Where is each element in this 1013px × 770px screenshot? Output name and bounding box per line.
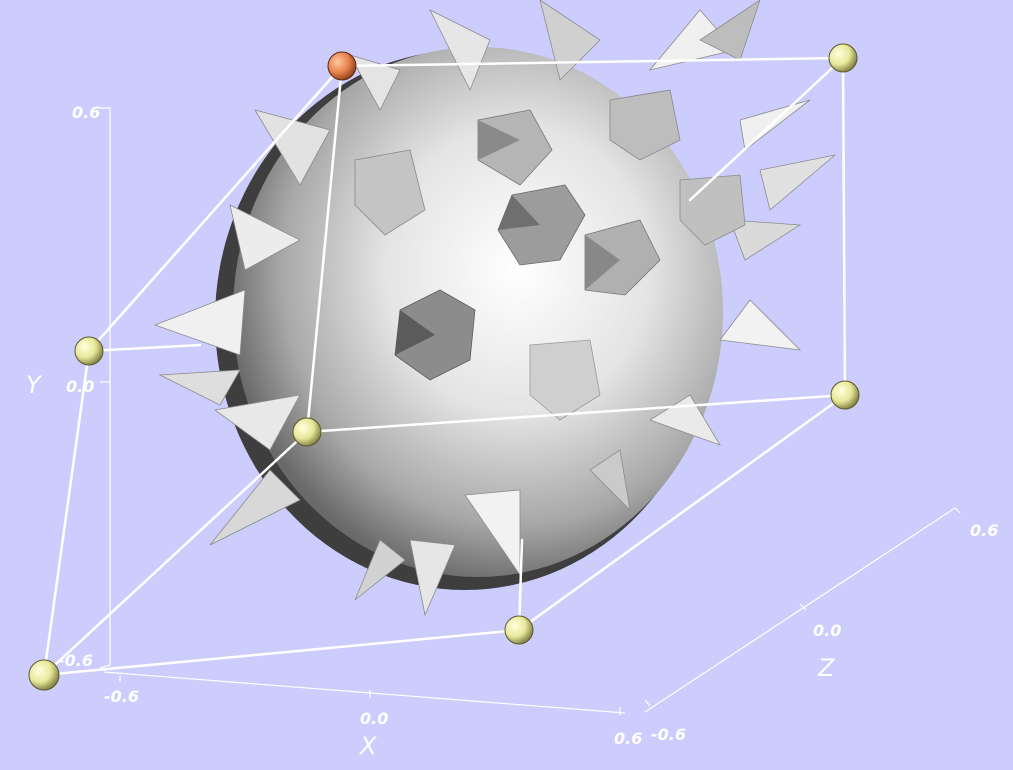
y-axis-mid-label: 0.0 <box>66 377 94 396</box>
spikes <box>153 0 836 617</box>
handle-2[interactable] <box>828 43 858 73</box>
handle-6[interactable] <box>504 615 534 645</box>
z-axis-max-label: 0.6 <box>970 521 998 540</box>
handle-1-active[interactable] <box>327 51 357 81</box>
bounding-box <box>42 56 847 677</box>
handle-4[interactable] <box>830 380 860 410</box>
x-axis-min-label: -0.6 <box>104 687 139 706</box>
x-axis-max-label: 0.6 <box>614 729 642 748</box>
handles <box>28 43 860 691</box>
z-axis-mid-label: 0.0 <box>813 621 841 640</box>
handle-3[interactable] <box>74 336 104 366</box>
handle-7[interactable] <box>28 659 60 691</box>
handle-5[interactable] <box>292 417 322 447</box>
spiky-sphere <box>153 0 836 617</box>
y-axis-max-label: 0.6 <box>72 103 100 122</box>
x-axis-mid-label: 0.0 <box>360 709 388 728</box>
z-axis-min-label: -0.6 <box>651 725 686 744</box>
y-axis-min-label: -0.6 <box>58 651 93 670</box>
axis-frame <box>99 107 961 715</box>
y-axis-title: Y <box>26 371 43 399</box>
z-axis-title: Z <box>817 654 835 682</box>
x-axis-title: X <box>358 732 377 760</box>
